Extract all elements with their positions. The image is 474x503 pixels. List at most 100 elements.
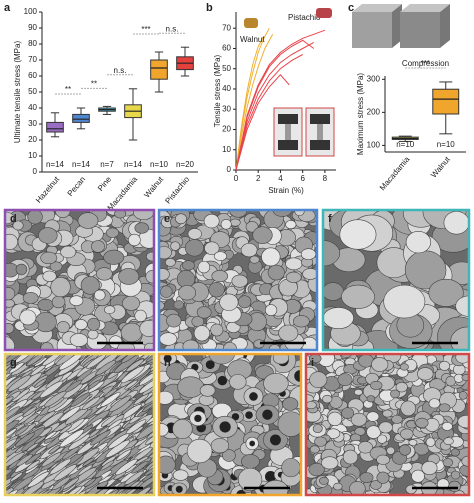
- cell: [337, 373, 353, 387]
- cell: [62, 477, 80, 490]
- cell: [411, 469, 425, 483]
- y-tick-label: 10: [222, 145, 231, 154]
- cell: [69, 333, 89, 347]
- pore: [205, 360, 215, 370]
- cell: [229, 218, 241, 227]
- panel-label: i: [311, 357, 314, 369]
- cell: [87, 329, 99, 340]
- box: [46, 121, 64, 133]
- cell: [15, 263, 28, 276]
- x-tick-label: 0: [234, 174, 239, 183]
- legend-label: Walnut: [240, 35, 265, 44]
- significance-label: **: [91, 80, 97, 89]
- cell: [133, 209, 154, 221]
- cell: [321, 456, 339, 470]
- cell: [94, 405, 108, 415]
- cell: [241, 454, 260, 469]
- cell: [366, 395, 376, 403]
- y-tick-label: 50: [28, 87, 37, 96]
- n-label: n=14: [72, 160, 91, 169]
- cell: [210, 323, 224, 337]
- cell: [267, 264, 285, 281]
- stress-strain-curve: [235, 39, 315, 171]
- y-tick-label: 40: [222, 84, 231, 93]
- cell: [376, 454, 390, 465]
- cell: [386, 446, 395, 455]
- x-axis-label: Strain (%): [268, 186, 304, 195]
- sem-border: [157, 208, 319, 352]
- cell: [203, 213, 220, 229]
- cell: [158, 423, 169, 437]
- sem-border: [3, 352, 156, 497]
- cell: [349, 481, 366, 496]
- panel-label: g: [10, 357, 17, 369]
- cell: [160, 285, 173, 298]
- cell: [4, 233, 18, 250]
- pore: [270, 434, 281, 446]
- cell: [319, 476, 329, 485]
- cell: [23, 413, 39, 425]
- x-tick-label: 8: [323, 174, 328, 183]
- cell: [158, 268, 170, 281]
- y-tick-label: 200: [367, 107, 381, 116]
- y-tick-label: 10: [28, 151, 37, 160]
- cell: [7, 374, 31, 392]
- cell: [300, 248, 317, 260]
- sem-image: [158, 209, 318, 351]
- cell: [82, 457, 95, 467]
- cell: [19, 309, 37, 326]
- cell: [322, 394, 333, 404]
- chart-title: Compression: [402, 59, 449, 68]
- cell: [83, 477, 97, 487]
- n-label: n=14: [46, 160, 65, 169]
- sem-border: [304, 352, 471, 497]
- stress-strain-curve: [235, 36, 265, 171]
- cell: [383, 284, 426, 319]
- cell: [196, 306, 212, 319]
- cell: [341, 407, 354, 419]
- y-tick-label: 30: [28, 119, 37, 128]
- y-tick-label: 20: [222, 125, 231, 134]
- pore: [175, 485, 183, 493]
- cell: [159, 332, 178, 346]
- cell: [240, 243, 258, 258]
- stress-strain-curve: [235, 74, 290, 171]
- cell: [417, 367, 434, 381]
- cell: [370, 380, 383, 390]
- panel-label: f: [328, 213, 332, 225]
- cell: [178, 285, 197, 301]
- cell: [44, 430, 57, 440]
- cell: [278, 324, 299, 342]
- cell: [210, 438, 230, 454]
- box: [150, 59, 168, 80]
- inset-sample: [310, 114, 330, 124]
- significance-label: ***: [421, 59, 430, 68]
- cube-side: [392, 4, 402, 48]
- cell: [378, 421, 393, 434]
- stress-strain-curve: [235, 34, 274, 171]
- cell: [77, 212, 99, 229]
- cell: [8, 361, 25, 374]
- x-tick-label: 4: [278, 174, 283, 183]
- cell: [366, 411, 380, 422]
- cell: [390, 389, 400, 399]
- cell: [354, 388, 363, 396]
- nut-icon: [244, 18, 258, 28]
- y-tick-label: 30: [222, 104, 231, 113]
- cell: [14, 425, 30, 436]
- n-label: n=14: [124, 160, 143, 169]
- cell: [108, 395, 132, 413]
- cell: [69, 295, 84, 307]
- cell: [95, 360, 117, 376]
- x-tick-label: Walnut: [429, 154, 452, 179]
- cell: [4, 406, 21, 420]
- panel-label: e: [164, 213, 170, 225]
- cell: [399, 363, 409, 371]
- sem-border: [3, 208, 156, 352]
- cell: [237, 295, 252, 309]
- cell: [93, 289, 106, 301]
- cell: [309, 371, 328, 388]
- stress-strain-curve: [235, 29, 326, 171]
- cell: [40, 251, 58, 265]
